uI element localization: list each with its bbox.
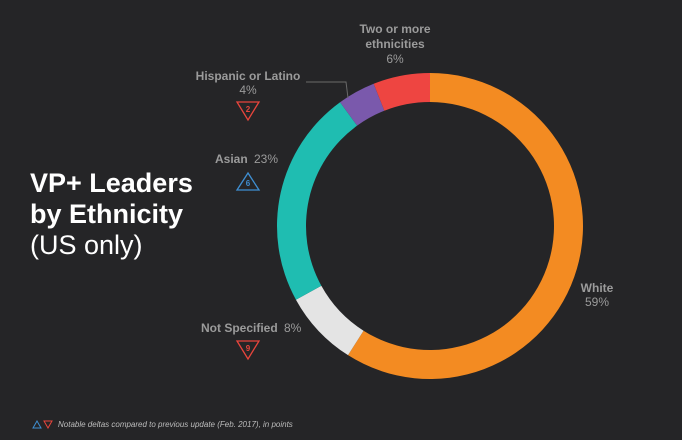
asian-label: Asian [215, 152, 248, 166]
two-more-label-line2: ethnicities [365, 37, 425, 51]
white-label: White [581, 281, 614, 295]
donut-slice-asian [277, 102, 358, 300]
white-pct: 59% [585, 295, 609, 309]
asian-pct: 23% [254, 152, 278, 166]
asian-delta-up-icon: 6 [235, 171, 261, 191]
hispanic-delta-value: 2 [246, 105, 251, 114]
hispanic-label: Hispanic or Latino [196, 69, 301, 83]
title-line-2: by Ethnicity [30, 199, 184, 229]
chart-title: VP+ Leaders by Ethnicity (US only) [30, 168, 193, 261]
donut-slice-not-specified [295, 285, 364, 356]
title-subtitle: (US only) [30, 230, 143, 260]
asian-delta-value: 6 [246, 179, 251, 188]
footnote-text: Notable deltas compared to previous upda… [58, 420, 293, 429]
footnote: Notable deltas compared to previous upda… [32, 420, 293, 429]
donut-slice-two-or-more-ethnicities [373, 73, 430, 111]
two-more-label-line1: Two or more [359, 22, 430, 36]
title-line-1: VP+ Leaders [30, 168, 193, 198]
donut-slice-white [348, 73, 584, 379]
hispanic-pct: 4% [239, 83, 257, 97]
donut-slice-hispanic-or-latino [340, 83, 385, 126]
not-specified-label: Not Specified [201, 321, 278, 335]
two-more-pct: 6% [386, 52, 404, 66]
hispanic-delta-down-icon: 2 [235, 101, 261, 122]
not-specified-pct: 8% [284, 321, 302, 335]
donut-slices [277, 73, 584, 379]
not-specified-delta-value: 9 [246, 344, 251, 353]
hispanic-leader-line [306, 81, 349, 99]
not-specified-delta-down-icon: 9 [235, 340, 261, 361]
delta-legend-icon [32, 420, 53, 429]
